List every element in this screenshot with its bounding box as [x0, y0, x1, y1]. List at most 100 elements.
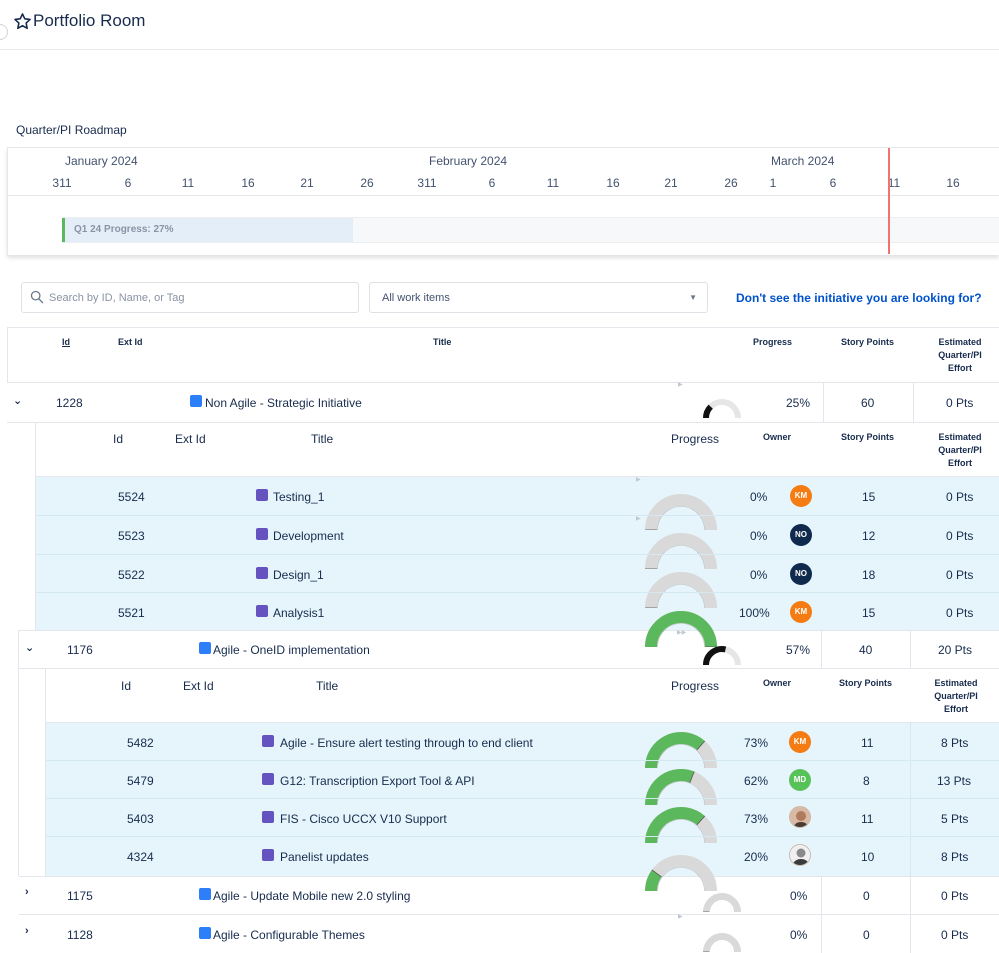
gauge-fill — [645, 732, 705, 768]
row-divider — [7, 422, 999, 423]
child-header-id: Id — [121, 679, 132, 693]
work-item-id[interactable]: 5524 — [118, 490, 145, 504]
work-item-story-points: 15 — [862, 606, 876, 620]
progress-gauge — [645, 732, 717, 768]
month-label: February 2024 — [429, 154, 508, 168]
owner-avatar[interactable]: NO — [790, 524, 812, 546]
row-divider — [36, 515, 999, 516]
gauge-track — [703, 933, 741, 952]
day-tick: 1 — [769, 176, 777, 190]
owner-avatar[interactable]: KM — [789, 731, 811, 753]
day-tick: 26 — [360, 176, 374, 190]
day-tick: 16 — [606, 176, 620, 190]
quarter-progress-bar[interactable]: Q1 24 Progress: 27% — [62, 217, 999, 243]
star-icon[interactable] — [13, 12, 32, 31]
progress-gauge — [703, 646, 741, 665]
column-divider — [821, 631, 822, 668]
table-row[interactable] — [19, 914, 999, 953]
work-item-title[interactable]: Analysis1 — [273, 606, 325, 620]
row-divider — [36, 592, 999, 593]
work-item-id[interactable]: 5482 — [127, 736, 154, 750]
search-input[interactable] — [49, 288, 349, 308]
initiative-id[interactable]: 1128 — [67, 928, 93, 942]
play-icon: ▶ — [636, 516, 641, 522]
child-header-progress: Progress — [671, 432, 720, 446]
initiative-title[interactable]: Agile - Configurable Themes — [213, 928, 365, 942]
row-divider — [46, 798, 999, 799]
day-tick: 311 — [417, 176, 437, 190]
column-divider — [910, 723, 911, 876]
day-tick: 21 — [664, 176, 678, 190]
gauge-fill — [645, 611, 717, 647]
initiative-title[interactable]: Agile - Update Mobile new 2.0 styling — [213, 889, 411, 903]
table-header — [7, 327, 999, 383]
owner-avatar[interactable]: KM — [790, 485, 812, 507]
work-item-title[interactable]: Testing_1 — [273, 490, 325, 504]
owner-avatar[interactable]: MD — [789, 769, 811, 791]
day-tick: 16 — [946, 176, 960, 190]
gauge-inner-edge — [657, 867, 705, 891]
work-item-id[interactable]: 5403 — [127, 812, 154, 826]
work-item-title[interactable]: Agile - Ensure alert testing through to … — [280, 736, 533, 750]
today-marker — [888, 148, 890, 254]
owner-avatar[interactable]: NO — [790, 563, 812, 585]
search-icon — [30, 290, 44, 304]
initiative-progress: 0% — [790, 889, 808, 903]
roadmap-timeline: January 2024 February 2024 March 2024 31… — [7, 147, 999, 255]
column-header-id[interactable]: Id — [62, 337, 70, 347]
initiative-story-points: 60 — [861, 396, 875, 410]
chevron-down-icon[interactable]: ⌄ — [25, 642, 35, 654]
column-divider — [910, 631, 911, 668]
initiative-title[interactable]: Non Agile - Strategic Initiative — [205, 396, 362, 410]
table-row[interactable] — [19, 630, 999, 668]
initiative-progress: 0% — [790, 928, 808, 942]
work-item-story-points: 18 — [862, 568, 876, 582]
work-item-id[interactable]: 5521 — [118, 606, 145, 620]
search-box[interactable] — [21, 282, 359, 313]
epic-icon — [256, 605, 268, 617]
table-row[interactable] — [19, 876, 999, 914]
table-row[interactable] — [7, 383, 999, 422]
work-item-id[interactable]: 4324 — [127, 850, 154, 864]
owner-avatar-photo[interactable] — [789, 844, 811, 866]
work-item-story-points: 15 — [862, 490, 876, 504]
work-item-id[interactable]: 5523 — [118, 529, 145, 543]
initiative-id[interactable]: 1228 — [56, 396, 83, 410]
roadmap-divider — [8, 195, 999, 196]
day-tick: 26 — [724, 176, 738, 190]
gauge-inner-edge — [657, 781, 705, 805]
chevron-right-icon[interactable]: › — [25, 886, 29, 898]
work-item-id[interactable]: 5479 — [127, 774, 154, 788]
chevron-right-icon[interactable]: › — [25, 925, 29, 937]
work-item-id[interactable]: 5522 — [118, 568, 145, 582]
gauge-track — [645, 533, 717, 569]
day-tick: 11 — [887, 176, 901, 190]
work-item-title[interactable]: Development — [273, 529, 344, 543]
play-icon: ▶ — [678, 382, 683, 388]
work-items-select-value: All work items — [382, 292, 450, 304]
owner-avatar[interactable]: KM — [790, 601, 812, 623]
child-header-ext-id: Ext Id — [175, 432, 206, 446]
missing-initiative-link[interactable]: Don't see the initiative you are looking… — [736, 291, 982, 305]
day-tick: 6 — [829, 176, 837, 190]
epic-icon — [262, 811, 274, 823]
work-item-title[interactable]: Design_1 — [273, 568, 324, 582]
work-item-title[interactable]: FIS - Cisco UCCX V10 Support — [280, 812, 447, 826]
child-header-effort: Estimated Quarter/PI Effort — [934, 678, 978, 714]
initiative-id[interactable]: 1176 — [67, 643, 93, 657]
child-header-title: Title — [316, 679, 339, 693]
work-item-story-points: 11 — [861, 812, 874, 826]
owner-avatar-photo[interactable] — [789, 806, 811, 828]
initiative-title[interactable]: Agile - OneID implementation — [213, 643, 370, 657]
initiative-id[interactable]: 1175 — [67, 889, 93, 903]
day-tick: 311 — [52, 176, 72, 190]
chevron-down-icon[interactable]: ⌄ — [13, 395, 23, 407]
row-divider — [19, 668, 999, 669]
child-header-story-points: Story Points — [841, 432, 895, 442]
work-item-story-points: 12 — [862, 529, 876, 543]
work-item-title[interactable]: G12: Transcription Export Tool & API — [280, 774, 475, 788]
work-items-select[interactable]: All work items ▼ — [369, 282, 708, 313]
child-rows-block — [36, 477, 999, 630]
column-divider — [913, 383, 914, 422]
work-item-title[interactable]: Panelist updates — [280, 850, 369, 864]
